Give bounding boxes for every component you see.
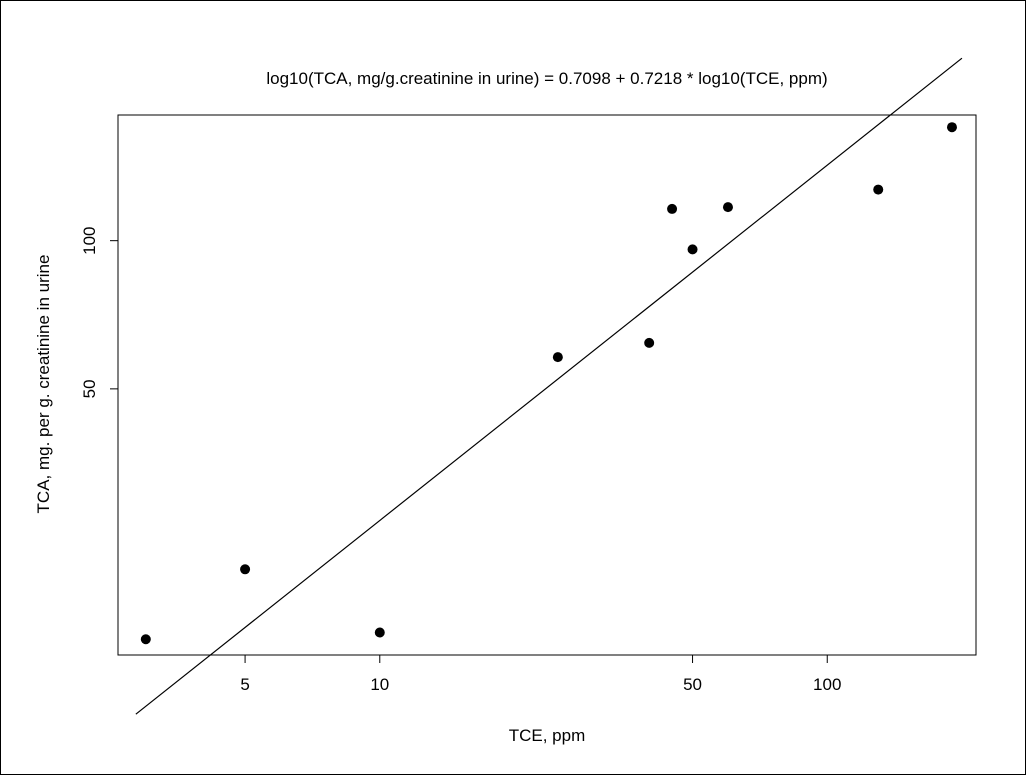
x-tick-label: 5 [240,675,249,694]
data-point [687,244,698,255]
regression-line [135,57,963,715]
y-tick-label: 50 [80,379,99,398]
data-point [946,122,957,133]
data-point [140,634,151,645]
data-point [374,627,385,638]
data-point [873,184,884,195]
fit-line-group [135,57,963,715]
y-tick-label: 100 [80,226,99,254]
y-axis: 50 100 [80,226,118,398]
x-tick-label: 100 [813,675,841,694]
x-tick-label: 10 [370,675,389,694]
chart-title: log10(TCA, mg/g.creatinine in urine) = 0… [266,69,827,88]
x-axis: 5 10 50 100 [240,655,841,694]
data-point [667,203,678,214]
data-point [644,337,655,348]
y-axis-label: TCA, mg. per g. creatinine in urine [34,255,53,514]
data-point [552,352,563,363]
x-axis-label: TCE, ppm [509,726,586,745]
x-tick-label: 50 [683,675,702,694]
plot-area-frame [117,114,977,656]
data-point [240,564,251,575]
data-point [722,202,733,213]
data-points [140,122,957,645]
